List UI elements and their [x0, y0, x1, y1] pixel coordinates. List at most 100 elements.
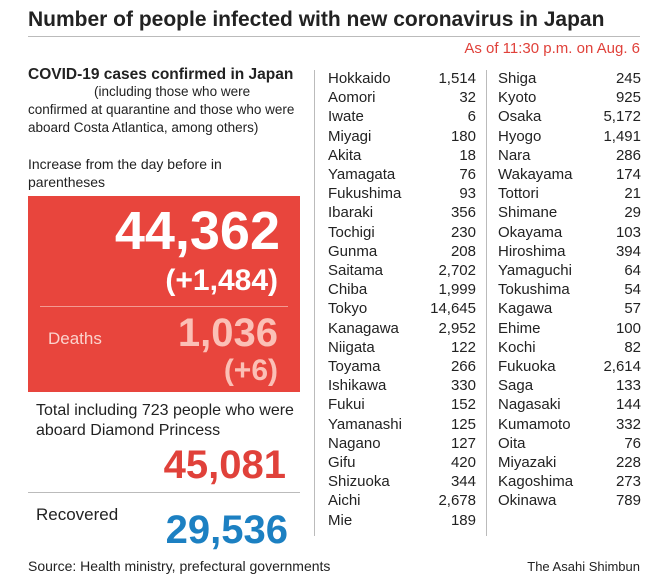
prefecture-name: Miyazaki	[498, 454, 557, 471]
prefecture-name: Yamaguchi	[498, 262, 572, 279]
summary-heading: COVID-19 cases confirmed in Japan	[28, 66, 294, 83]
prefecture-count: 103	[615, 223, 641, 241]
prefecture-name: Tokyo	[328, 300, 368, 318]
prefecture-name: Gifu	[328, 454, 356, 471]
prefecture-count: 125	[450, 415, 476, 433]
prefecture-name: Kagoshima	[498, 473, 574, 491]
prefecture-name: Kumamoto	[498, 415, 571, 433]
prefecture-name: Tokushima	[498, 281, 570, 299]
recovered: 29,536	[165, 508, 288, 552]
prefecture-name: Yamanashi	[328, 415, 402, 433]
recovered-label: Recovered	[36, 505, 119, 524]
prefecture-name: Nagasaki	[498, 396, 561, 414]
total-label: Total including 723 people who were aboa…	[36, 402, 294, 439]
prefecture-count: 286	[615, 146, 641, 164]
prefecture-name: Saitama	[328, 262, 384, 279]
prefecture-name: Fukushima	[328, 185, 402, 203]
prefecture-count: 18	[459, 146, 476, 164]
prefecture-count: 76	[459, 166, 476, 183]
prefecture-count: 356	[450, 204, 476, 222]
prefecture-name: Osaka	[498, 108, 542, 126]
prefecture-name: Tottori	[498, 185, 539, 203]
prefecture-name: Shizuoka	[328, 473, 390, 491]
prefecture-count: 230	[450, 223, 476, 241]
prefecture-name: Hiroshima	[498, 242, 566, 260]
prefecture-name: Chiba	[328, 281, 368, 299]
prefecture-count: 144	[615, 396, 641, 414]
deaths-label: Deaths	[48, 329, 102, 348]
prefecture-count: 82	[624, 338, 641, 356]
prefecture-name: Hyogo	[498, 127, 542, 145]
prefecture-name: Niigata	[328, 338, 375, 356]
prefecture-count: 152	[450, 396, 476, 414]
prefecture-count: 54	[624, 281, 641, 299]
summary-note: (including those who were confirmed at q…	[28, 84, 295, 135]
total: 45,081	[163, 443, 286, 487]
prefecture-count: 57	[624, 300, 641, 318]
credit: The Asahi Shimbun	[527, 559, 640, 574]
prefecture-count: 273	[615, 473, 641, 491]
prefecture-name: Tochigi	[328, 223, 375, 241]
prefecture-count: 344	[450, 473, 476, 491]
prefecture-count: 266	[450, 358, 476, 375]
prefecture-name: Saga	[498, 377, 534, 395]
prefecture-count: 2,952	[438, 319, 476, 337]
prefecture-count: 64	[624, 262, 641, 279]
prefecture-name: Ishikawa	[328, 377, 387, 395]
prefecture-count: 332	[615, 415, 641, 433]
prefecture-count: 122	[450, 338, 476, 356]
prefecture-name: Nagano	[328, 434, 381, 452]
prefecture-count: 925	[615, 89, 641, 107]
prefecture-count: 394	[615, 242, 641, 260]
prefecture-name: Oita	[498, 434, 526, 452]
prefecture-count: 32	[459, 89, 476, 107]
prefecture-name: Shimane	[498, 204, 558, 222]
prefecture-count: 245	[615, 70, 641, 87]
prefecture-name: Aichi	[328, 492, 361, 510]
prefecture-count: 189	[450, 511, 476, 529]
cases: 44,362	[114, 201, 280, 261]
rule	[28, 492, 300, 493]
prefecture-name: Yamagata	[328, 166, 396, 183]
prefecture-name: Akita	[328, 146, 362, 164]
prefecture-name: Kyoto	[498, 89, 537, 107]
prefecture-name: Mie	[328, 511, 353, 529]
prefecture-name: Kochi	[498, 338, 536, 356]
source: Source: Health ministry, prefectural gov…	[28, 558, 331, 574]
prefecture-count: 789	[615, 492, 641, 510]
column-rule	[314, 70, 315, 536]
prefecture-count: 76	[624, 434, 641, 452]
prefecture-name: Kagawa	[498, 300, 553, 318]
prefecture-name: Gunma	[328, 242, 378, 260]
prefecture-count: 1,491	[603, 127, 641, 145]
prefecture-name: Okinawa	[498, 492, 557, 510]
divider	[40, 306, 288, 307]
prefecture-count: 180	[450, 127, 476, 145]
prefecture-count: 93	[459, 185, 476, 203]
prefecture-name: Nara	[498, 146, 531, 164]
prefecture-count: 127	[450, 434, 476, 452]
prefecture-count: 5,172	[603, 108, 641, 126]
prefecture-name: Aomori	[328, 89, 376, 107]
prefecture-name: Miyagi	[328, 127, 372, 145]
deaths-increase: (+6)	[223, 354, 278, 387]
as-of: As of 11:30 p.m. on Aug. 6	[464, 40, 640, 57]
prefecture-name: Shiga	[498, 70, 537, 87]
prefecture-name: Wakayama	[498, 166, 573, 183]
title: Number of people infected with new coron…	[28, 8, 605, 31]
prefecture-name: Ibaraki	[328, 204, 374, 222]
cases-increase: (+1,484)	[165, 264, 278, 297]
prefecture-count: 100	[615, 319, 641, 337]
prefecture-count: 21	[624, 185, 641, 203]
prefecture-count: 1,514	[438, 70, 476, 87]
prefecture-count: 330	[450, 377, 476, 395]
prefecture-count: 29	[624, 204, 641, 222]
prefecture-name: Ehime	[498, 319, 541, 337]
deaths: 1,036	[177, 311, 278, 355]
prefecture-name: Iwate	[328, 108, 364, 126]
increase-note: Increase from the day before in parenthe…	[28, 156, 222, 190]
cases-box	[28, 196, 300, 392]
prefecture-count: 2,702	[438, 262, 476, 279]
prefecture-count: 208	[450, 242, 476, 260]
